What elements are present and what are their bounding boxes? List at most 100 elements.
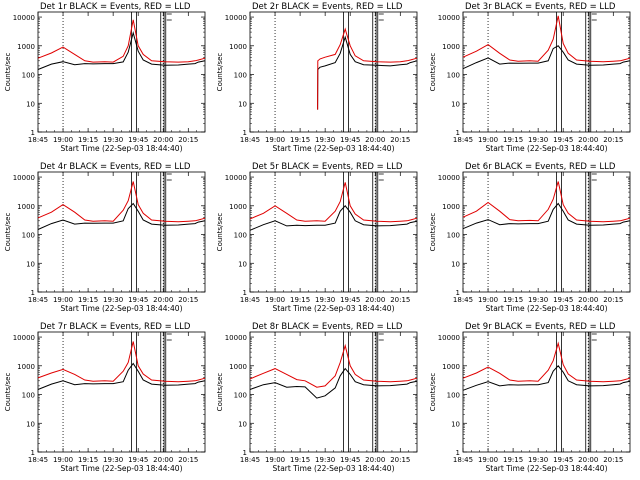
x-tick-label: 20:00 <box>578 136 598 144</box>
x-tick-label: 18:45 <box>28 296 48 304</box>
events-series-line <box>37 362 206 390</box>
y-tick-label: 100 <box>234 232 247 240</box>
x-tick-label: 19:00 <box>478 136 498 144</box>
y-tick-label: 10 <box>26 420 35 428</box>
x-tick-label: 19:45 <box>553 296 573 304</box>
y-tick-label: 1000 <box>442 203 460 211</box>
x-tick-label: 19:30 <box>528 296 548 304</box>
y-tick-label: 10000 <box>13 334 35 342</box>
lld-series-line <box>462 341 631 383</box>
y-tick-label: 10000 <box>438 14 460 22</box>
x-tick-label: 19:45 <box>128 296 148 304</box>
events-series-line <box>462 202 631 230</box>
y-tick-label: 1000 <box>17 363 35 371</box>
x-tick-label: 19:45 <box>128 456 148 464</box>
x-tick-label: 20:00 <box>578 456 598 464</box>
y-tick-label: 1 <box>243 449 247 457</box>
x-tick-label: 19:15 <box>503 296 523 304</box>
y-tick-label: 100 <box>234 72 247 80</box>
x-tick-label: 20:15 <box>390 456 410 464</box>
bracket-marker <box>591 333 597 341</box>
x-tick-label: 19:45 <box>128 136 148 144</box>
chart-panel: Det 1r BLACK = Events, RED = LLD 1 10 100 10… <box>4 2 206 153</box>
y-tick-label: 1000 <box>229 363 247 371</box>
x-axis-label: Start Time (22-Sep-03 18:44:40) <box>486 464 608 473</box>
y-tick-label: 10000 <box>225 14 247 22</box>
y-axis-label: Counts/sec <box>216 53 224 92</box>
chart-title: Det 4r BLACK = Events, RED = LLD <box>40 162 191 172</box>
lld-series-line <box>462 181 631 223</box>
bracket-marker <box>166 173 172 181</box>
x-tick-label: 19:00 <box>478 456 498 464</box>
lld-series-line <box>37 19 206 63</box>
y-tick-label: 100 <box>22 72 35 80</box>
x-axis-label: Start Time (22-Sep-03 18:44:40) <box>61 464 183 473</box>
x-tick-label: 18:45 <box>240 296 260 304</box>
x-tick-label: 19:45 <box>340 456 360 464</box>
y-axis-label: Counts/sec <box>216 373 224 412</box>
events-series-line <box>317 35 418 110</box>
y-tick-label: 100 <box>234 392 247 400</box>
chart-panel: Det 4r BLACK = Events, RED = LLD 1 10 100 10… <box>4 162 206 313</box>
events-series-line <box>249 367 418 399</box>
y-tick-label: 10 <box>26 260 35 268</box>
y-tick-label: 1 <box>243 289 247 297</box>
y-tick-label: 1000 <box>17 43 35 51</box>
x-tick-label: 19:30 <box>315 296 335 304</box>
chart-panel: Det 9r BLACK = Events, RED = LLD 1 10 100 10… <box>429 322 631 473</box>
chart-title: Det 2r BLACK = Events, RED = LLD <box>252 2 403 12</box>
x-tick-label: 20:00 <box>153 456 173 464</box>
x-tick-label: 19:15 <box>290 456 310 464</box>
bracket-marker <box>166 333 172 341</box>
x-tick-label: 18:45 <box>453 136 473 144</box>
events-series-line <box>37 202 206 230</box>
x-tick-label: 20:15 <box>178 456 198 464</box>
y-tick-label: 10 <box>451 260 460 268</box>
bracket-marker <box>591 13 597 21</box>
y-axis-label: Counts/sec <box>216 213 224 252</box>
y-axis-label: Counts/sec <box>429 373 437 412</box>
x-tick-label: 19:00 <box>265 456 285 464</box>
y-tick-label: 10 <box>238 420 247 428</box>
x-tick-label: 19:30 <box>315 456 335 464</box>
chart-title: Det 5r BLACK = Events, RED = LLD <box>252 162 403 172</box>
chart-title: Det 1r BLACK = Events, RED = LLD <box>40 2 191 12</box>
x-tick-label: 19:45 <box>553 456 573 464</box>
y-tick-label: 1 <box>31 289 35 297</box>
y-tick-label: 10 <box>238 100 247 108</box>
x-axis-label: Start Time (22-Sep-03 18:44:40) <box>273 144 395 153</box>
y-tick-label: 1000 <box>229 43 247 51</box>
chart-panel: Det 6r BLACK = Events, RED = LLD 1 10 100 10… <box>429 162 631 313</box>
x-tick-label: 19:00 <box>265 296 285 304</box>
chart-title: Det 3r BLACK = Events, RED = LLD <box>465 2 616 12</box>
y-axis-label: Counts/sec <box>429 53 437 92</box>
y-tick-label: 10000 <box>13 14 35 22</box>
chart-panel: Det 7r BLACK = Events, RED = LLD 1 10 100 10… <box>4 322 206 473</box>
x-tick-label: 20:15 <box>390 136 410 144</box>
x-tick-label: 19:00 <box>53 136 73 144</box>
x-tick-label: 19:15 <box>78 296 98 304</box>
y-tick-label: 10000 <box>225 174 247 182</box>
y-tick-label: 10 <box>26 100 35 108</box>
x-tick-label: 19:30 <box>528 456 548 464</box>
x-tick-label: 20:15 <box>390 296 410 304</box>
y-tick-label: 10000 <box>225 334 247 342</box>
y-tick-label: 10000 <box>13 174 35 182</box>
chart-title: Det 7r BLACK = Events, RED = LLD <box>40 322 191 332</box>
chart-panel: Det 3r BLACK = Events, RED = LLD 1 10 100 10… <box>429 2 631 153</box>
x-tick-label: 18:45 <box>28 456 48 464</box>
x-tick-label: 19:30 <box>103 456 123 464</box>
x-tick-label: 19:00 <box>265 136 285 144</box>
x-tick-label: 19:30 <box>528 136 548 144</box>
x-axis-label: Start Time (22-Sep-03 18:44:40) <box>486 304 608 313</box>
x-tick-label: 20:00 <box>365 296 385 304</box>
x-tick-label: 20:15 <box>603 456 623 464</box>
x-tick-label: 18:45 <box>453 296 473 304</box>
bracket-marker <box>166 13 172 21</box>
y-tick-label: 1000 <box>442 43 460 51</box>
lld-series-line <box>37 181 206 223</box>
x-axis-label: Start Time (22-Sep-03 18:44:40) <box>486 144 608 153</box>
x-tick-label: 18:45 <box>453 456 473 464</box>
x-tick-label: 20:15 <box>178 296 198 304</box>
